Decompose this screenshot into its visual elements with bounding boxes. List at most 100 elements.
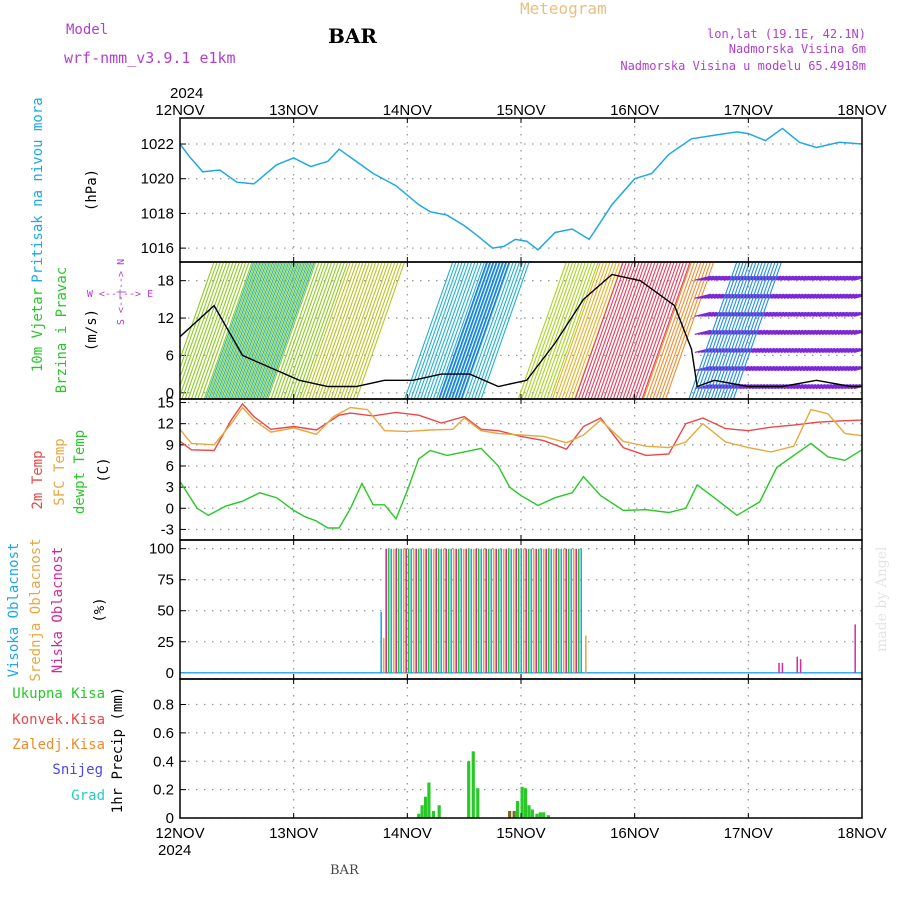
wind-barb (317, 262, 367, 399)
wind-barb (628, 262, 678, 399)
wind-barb (831, 347, 848, 354)
wind-barb (774, 293, 791, 299)
wind-barb (694, 347, 712, 354)
wind-barb (828, 293, 845, 299)
wind-barb (438, 262, 488, 399)
wind-barb (831, 329, 848, 335)
wind-barb (812, 365, 829, 372)
wind-barb (455, 262, 505, 399)
precip-legend-item: Grad (71, 788, 105, 804)
wind-barb (822, 275, 839, 281)
wind-barb (286, 262, 336, 399)
wind-barb (262, 262, 312, 399)
wind-barb (761, 329, 778, 335)
wind-barb (787, 383, 804, 390)
wind-barb (847, 294, 862, 299)
wind-barb (197, 262, 247, 399)
year-top: 2024 (170, 85, 203, 102)
wind-barb (752, 329, 769, 335)
wind-barb (837, 293, 855, 299)
wind-barb (454, 262, 504, 399)
wind-barb (180, 262, 218, 370)
wind-barb (704, 262, 754, 399)
wind-barb (235, 262, 285, 399)
wind-barb (704, 275, 721, 281)
wind-barb (558, 262, 608, 399)
temperature-frame (179, 398, 863, 541)
wind-barb (841, 329, 858, 335)
wind-barb (790, 329, 807, 335)
wind-barb (828, 329, 845, 335)
precip-bar (467, 761, 471, 818)
precip-bar (542, 812, 546, 818)
wind-barb (802, 365, 820, 372)
x-date-top: 13NOV (269, 102, 318, 119)
wind-barb (850, 294, 862, 299)
wind-barb (477, 262, 527, 399)
wind-barb (256, 262, 306, 399)
wind-barb (701, 275, 718, 281)
wind-barb (806, 347, 823, 354)
wind-barb (837, 275, 855, 281)
wind-barb (771, 365, 788, 372)
temperature-ytick: 15 (157, 395, 174, 412)
wind-barb (697, 275, 715, 281)
temp-ylabel-2m: 2m Temp (30, 450, 46, 509)
wind-barb (755, 347, 772, 354)
wind-barb (355, 262, 406, 399)
precip-ylabel: 1hr Precip (mm) (110, 687, 126, 813)
wind-barb (764, 311, 782, 317)
wind-barb (238, 262, 288, 399)
precip-bar (471, 751, 475, 818)
product-title: Meteogram (520, 0, 607, 18)
wind-barb (853, 313, 862, 317)
wind-barb (571, 262, 621, 399)
wind-barb (221, 262, 271, 399)
wind-barb (436, 262, 486, 399)
wind-barb (600, 262, 650, 399)
wind-barb (818, 311, 836, 317)
wind-barb (704, 311, 721, 317)
wind-barb (828, 275, 845, 281)
wind-barb (292, 262, 342, 399)
wind-barb (295, 262, 346, 399)
wind-barb (694, 329, 712, 335)
wind-barb (796, 329, 813, 335)
wind-barb (847, 348, 862, 354)
wind-barb (799, 275, 817, 281)
wind-barb (232, 262, 282, 399)
wind-barb (710, 275, 727, 281)
wind-barb (774, 311, 791, 317)
wind-barb (802, 311, 820, 317)
wind-barb (214, 262, 264, 399)
elevation-label: Nadmorska Visina 6m (729, 42, 866, 56)
wind-barb (701, 262, 751, 399)
wind-barb (822, 329, 839, 335)
wind-barb (688, 262, 738, 399)
wind-unit: (m/s) (84, 309, 100, 351)
wind-barb (448, 262, 498, 399)
wind-barb (844, 329, 861, 335)
wind-barb (767, 347, 785, 354)
wind-barb (777, 293, 794, 299)
temperature-ytick: 9 (166, 437, 174, 454)
wind-barb (841, 275, 858, 281)
wind-barb (710, 262, 760, 399)
wind-barb (276, 262, 326, 399)
wind-barb (707, 293, 724, 299)
wind-barb (822, 293, 839, 299)
wind-barb (831, 311, 848, 317)
wind-barb (245, 262, 295, 399)
wind-barb (524, 262, 574, 399)
wind-barb (815, 311, 832, 317)
wind-barb (181, 262, 231, 399)
precip-ytick: 0.8 (153, 697, 174, 714)
wind-barb (828, 311, 845, 317)
wind-barb (853, 349, 862, 354)
pressure-ytick: 1022 (141, 136, 174, 153)
wind-barb (812, 383, 829, 390)
wind-barb (432, 262, 482, 399)
wind-barb (260, 262, 310, 399)
wind-barb (799, 365, 817, 372)
wind-barb (758, 311, 775, 317)
